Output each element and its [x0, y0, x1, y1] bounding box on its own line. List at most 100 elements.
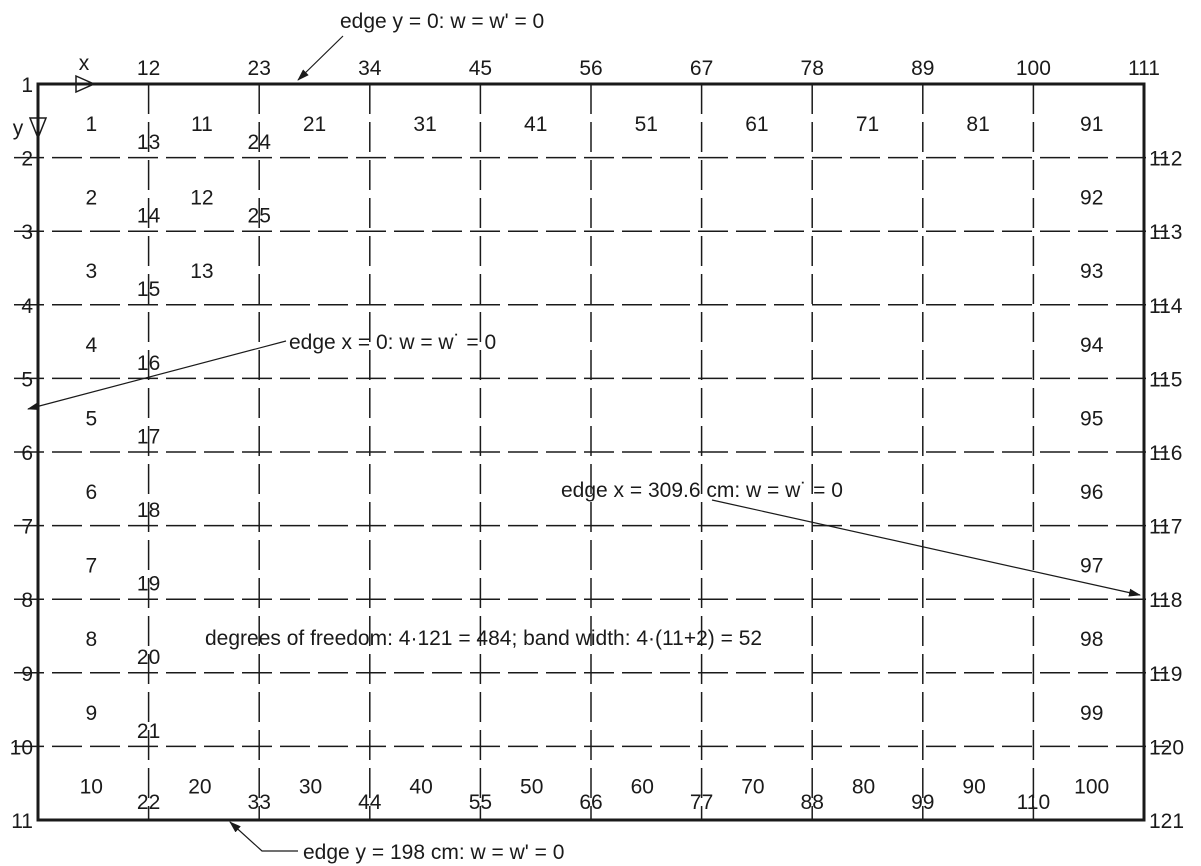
element-label: 2 [85, 187, 97, 210]
degrees-of-freedom-text: degrees of freedom: 4·121 = 484; band wi… [205, 627, 762, 650]
element-label: 41 [524, 113, 547, 136]
element-label: 1 [85, 113, 97, 136]
right-node-label: 120 [1149, 736, 1184, 759]
left-node-label: 4 [21, 295, 33, 318]
element-label: 98 [1080, 628, 1103, 651]
element-label: 92 [1080, 187, 1103, 210]
right-node-label: 121 [1149, 810, 1184, 833]
element-label: 4 [85, 334, 97, 357]
element-label: 100 [1074, 775, 1109, 798]
element-label: 50 [520, 775, 543, 798]
right-node-label: 113 [1149, 221, 1182, 244]
element-label: 99 [1080, 702, 1103, 725]
left-node-label: 7 [21, 516, 33, 539]
element-label: 30 [299, 775, 322, 798]
edge-left-annotation: edge x = 0: w = w˙ = 0 [27, 331, 496, 411]
node-label: 21 [137, 720, 160, 743]
node-label: 25 [248, 205, 271, 228]
right-node-label: 118 [1149, 589, 1182, 612]
edge-right-annotation: edge x = 309.6 cm: w = w˙ = 0 [561, 479, 1141, 597]
element-label: 90 [962, 775, 985, 798]
left-node-label: 3 [21, 221, 33, 244]
x-axis-label: x [79, 52, 90, 75]
edge-bottom-annotation: edge y = 198 cm: w = w' = 0 [229, 821, 564, 864]
left-node-label: 5 [21, 368, 33, 391]
top-node-label: 23 [248, 57, 271, 80]
bottom-node-label: 77 [690, 791, 713, 814]
left-node-label: 2 [21, 148, 33, 171]
element-label: 97 [1080, 555, 1103, 578]
edge-right-text: edge x = 309.6 cm: w = w˙ = 0 [561, 479, 843, 502]
top-node-label: 12 [137, 57, 160, 80]
top-node-label: 100 [1016, 57, 1051, 80]
plate-boundary [36, 82, 1146, 822]
left-node-label: 1 [21, 74, 33, 97]
element-label: 51 [635, 113, 658, 136]
element-label: 6 [85, 481, 97, 504]
element-label: 8 [85, 628, 97, 651]
element-label: 12 [190, 187, 213, 210]
left-node-label: 6 [21, 442, 33, 465]
element-label: 3 [85, 260, 97, 283]
node-label: 17 [137, 425, 160, 448]
edge-left-text: edge x = 0: w = w˙ = 0 [289, 331, 496, 354]
y-axis-arrow-icon [28, 117, 48, 141]
element-label: 95 [1080, 407, 1103, 430]
element-label: 7 [85, 555, 97, 578]
right-node-label: 117 [1149, 516, 1182, 539]
node-label: 16 [137, 352, 160, 375]
left-node-label: 8 [21, 589, 33, 612]
top-node-label: 67 [690, 57, 713, 80]
element-label: 31 [413, 113, 436, 136]
top-node-label: 45 [469, 57, 492, 80]
element-label: 96 [1080, 481, 1103, 504]
bottom-node-label: 44 [358, 791, 382, 814]
x-axis-arrow-icon [75, 74, 96, 94]
right-node-label: 119 [1149, 663, 1182, 686]
element-label: 11 [191, 113, 213, 136]
top-node-label: 111 [1128, 57, 1160, 80]
node-label: 18 [137, 499, 160, 522]
top-node-label: 56 [579, 57, 602, 80]
node-label: 14 [137, 205, 161, 228]
top-node-label: 89 [911, 57, 934, 80]
node-label: 13 [137, 131, 160, 154]
edge-top-annotation: edge y = 0: w = w' = 0 [297, 10, 544, 81]
node-label: 24 [248, 131, 272, 154]
element-label: 80 [852, 775, 875, 798]
top-node-label: 78 [801, 57, 824, 80]
bottom-node-label: 22 [137, 791, 160, 814]
right-node-label: 112 [1149, 148, 1182, 171]
element-label: 9 [85, 702, 97, 725]
element-label: 40 [409, 775, 432, 798]
left-node-label: 9 [21, 663, 33, 686]
element-label: 81 [966, 113, 989, 136]
element-label: 71 [856, 113, 879, 136]
right-node-label: 115 [1149, 368, 1182, 391]
edge-bottom-text: edge y = 198 cm: w = w' = 0 [303, 841, 564, 864]
bottom-node-label: 110 [1017, 791, 1050, 814]
left-node-label: 10 [10, 736, 33, 759]
edge-top-text: edge y = 0: w = w' = 0 [340, 10, 544, 33]
element-label: 94 [1080, 334, 1104, 357]
element-label: 21 [303, 113, 326, 136]
bottom-node-label: 55 [469, 791, 492, 814]
mesh-grid [14, 84, 1168, 820]
element-label: 5 [85, 407, 97, 430]
node-label: 15 [137, 278, 160, 301]
bottom-node-label: 99 [911, 791, 934, 814]
element-label: 10 [80, 775, 103, 798]
node-label: 19 [137, 573, 160, 596]
right-node-label: 116 [1149, 442, 1182, 465]
node-label: 20 [137, 646, 160, 669]
y-axis-label: y [13, 117, 24, 140]
right-node-label: 114 [1149, 295, 1183, 318]
top-node-label: 34 [358, 57, 382, 80]
element-label: 13 [190, 260, 213, 283]
bottom-node-label: 66 [579, 791, 602, 814]
element-label: 91 [1080, 113, 1103, 136]
element-label: 60 [631, 775, 654, 798]
element-label: 20 [188, 775, 211, 798]
